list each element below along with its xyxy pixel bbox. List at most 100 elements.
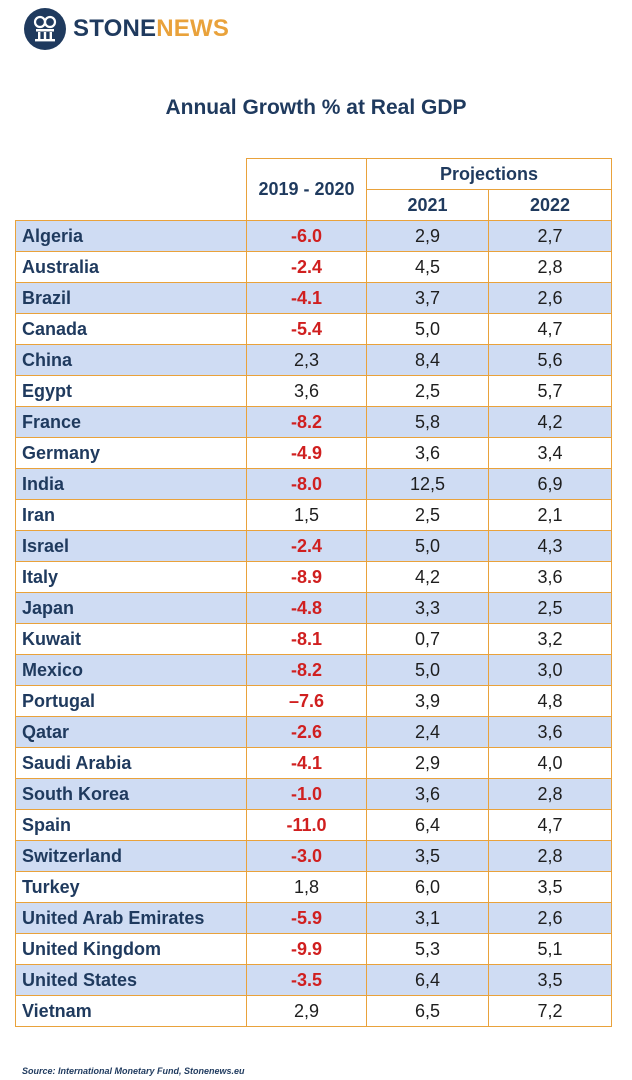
growth-2019-2020-cell: 2,3 — [246, 344, 367, 376]
projection-2021-cell: 12,5 — [366, 468, 489, 500]
projection-2021-cell: 3,9 — [366, 685, 489, 717]
table-row: Kuwait -8.1 0,7 3,2 — [15, 623, 612, 655]
country-cell: Portugal — [15, 685, 247, 717]
country-cell: Canada — [15, 313, 247, 345]
country-cell: China — [15, 344, 247, 376]
growth-2019-2020-cell: -5.4 — [246, 313, 367, 345]
growth-2019-2020-cell: -2.4 — [246, 251, 367, 283]
country-cell: United Arab Emirates — [15, 902, 247, 934]
growth-2019-2020-cell: -4.1 — [246, 747, 367, 779]
growth-2019-2020-cell: -3.5 — [246, 964, 367, 996]
growth-2019-2020-cell: -2.6 — [246, 716, 367, 748]
growth-2019-2020-cell: -9.9 — [246, 933, 367, 965]
country-cell: Israel — [15, 530, 247, 562]
columns-monogram-icon — [24, 8, 66, 50]
projection-2022-cell: 3,5 — [488, 964, 612, 996]
country-cell: Switzerland — [15, 840, 247, 872]
table-row: Vietnam 2,9 6,5 7,2 — [15, 995, 612, 1027]
growth-2019-2020-cell: -8.1 — [246, 623, 367, 655]
projection-2022-cell: 4,2 — [488, 406, 612, 438]
projection-2021-cell: 6,4 — [366, 964, 489, 996]
country-cell: Egypt — [15, 375, 247, 407]
projection-2022-cell: 5,6 — [488, 344, 612, 376]
projection-2021-cell: 3,5 — [366, 840, 489, 872]
projection-2022-cell: 2,6 — [488, 902, 612, 934]
brand-name-part2: NEWS — [156, 15, 230, 42]
projection-2021-cell: 4,5 — [366, 251, 489, 283]
country-cell: France — [15, 406, 247, 438]
brand-name-part1: STONE — [73, 15, 157, 42]
projection-2022-cell: 2,5 — [488, 592, 612, 624]
growth-2019-2020-cell: -11.0 — [246, 809, 367, 841]
projection-2021-cell: 3,6 — [366, 778, 489, 810]
country-cell: United States — [15, 964, 247, 996]
country-cell: Vietnam — [15, 995, 247, 1027]
projection-2022-cell: 3,4 — [488, 437, 612, 469]
brand-logo[interactable]: STONENEWS — [24, 7, 229, 51]
country-cell: Australia — [15, 251, 247, 283]
projection-2021-cell: 5,3 — [366, 933, 489, 965]
header-blank-cell — [15, 158, 247, 221]
country-cell: Kuwait — [15, 623, 247, 655]
projection-2022-cell: 2,1 — [488, 499, 612, 531]
projection-2021-cell: 3,6 — [366, 437, 489, 469]
table-row: South Korea -1.0 3,6 2,8 — [15, 778, 612, 810]
country-cell: Saudi Arabia — [15, 747, 247, 779]
table-row: Iran 1,5 2,5 2,1 — [15, 499, 612, 531]
projection-2022-cell: 7,2 — [488, 995, 612, 1027]
projection-2021-cell: 2,5 — [366, 499, 489, 531]
country-cell: Mexico — [15, 654, 247, 686]
projection-2021-cell: 2,4 — [366, 716, 489, 748]
table-row: France -8.2 5,8 4,2 — [15, 406, 612, 438]
country-cell: India — [15, 468, 247, 500]
projection-2022-cell: 3,6 — [488, 561, 612, 593]
table-row: Canada -5.4 5,0 4,7 — [15, 313, 612, 345]
table-row: Italy -8.9 4,2 3,6 — [15, 561, 612, 593]
growth-2019-2020-cell: 2,9 — [246, 995, 367, 1027]
growth-2019-2020-cell: -6.0 — [246, 220, 367, 252]
growth-2019-2020-cell: -4.8 — [246, 592, 367, 624]
header-projections: Projections — [366, 158, 612, 190]
country-cell: United Kingdom — [15, 933, 247, 965]
projection-2021-cell: 3,3 — [366, 592, 489, 624]
table-row: Brazil -4.1 3,7 2,6 — [15, 282, 612, 314]
growth-2019-2020-cell: -1.0 — [246, 778, 367, 810]
table-row: India -8.0 12,5 6,9 — [15, 468, 612, 500]
country-cell: Germany — [15, 437, 247, 469]
page-title: Annual Growth % at Real GDP — [165, 96, 467, 119]
growth-2019-2020-cell: -3.0 — [246, 840, 367, 872]
projection-2021-cell: 2,9 — [366, 220, 489, 252]
projection-2021-cell: 8,4 — [366, 344, 489, 376]
projection-2021-cell: 6,5 — [366, 995, 489, 1027]
growth-2019-2020-cell: 1,5 — [246, 499, 367, 531]
growth-2019-2020-cell: -8.9 — [246, 561, 367, 593]
brand-wordmark: STONENEWS — [73, 17, 229, 41]
projection-2021-cell: 5,0 — [366, 654, 489, 686]
table-row: Qatar -2.6 2,4 3,6 — [15, 716, 612, 748]
table-row: Algeria -6.0 2,9 2,7 — [15, 220, 612, 252]
table-row: Mexico -8.2 5,0 3,0 — [15, 654, 612, 686]
growth-2019-2020-cell: -8.2 — [246, 654, 367, 686]
growth-2019-2020-cell: -5.9 — [246, 902, 367, 934]
projection-2022-cell: 4,3 — [488, 530, 612, 562]
projection-2021-cell: 2,9 — [366, 747, 489, 779]
table-row: Israel -2.4 5,0 4,3 — [15, 530, 612, 562]
header-2022: 2022 — [488, 189, 612, 221]
projection-2022-cell: 4,8 — [488, 685, 612, 717]
country-cell: Algeria — [15, 220, 247, 252]
country-cell: Turkey — [15, 871, 247, 903]
projection-2022-cell: 2,7 — [488, 220, 612, 252]
projection-2022-cell: 2,6 — [488, 282, 612, 314]
projection-2021-cell: 6,0 — [366, 871, 489, 903]
growth-2019-2020-cell: -4.9 — [246, 437, 367, 469]
table-body: Algeria -6.0 2,9 2,7 Australia -2.4 4,5 2,8 Braz… — [15, 220, 612, 1027]
projection-2021-cell: 5,0 — [366, 313, 489, 345]
country-cell: Italy — [15, 561, 247, 593]
projection-2022-cell: 4,7 — [488, 313, 612, 345]
projection-2021-cell: 5,0 — [366, 530, 489, 562]
projection-2022-cell: 5,7 — [488, 375, 612, 407]
projection-2022-cell: 2,8 — [488, 778, 612, 810]
table-row: Australia -2.4 4,5 2,8 — [15, 251, 612, 283]
projection-2022-cell: 3,6 — [488, 716, 612, 748]
table-row: Egypt 3,6 2,5 5,7 — [15, 375, 612, 407]
